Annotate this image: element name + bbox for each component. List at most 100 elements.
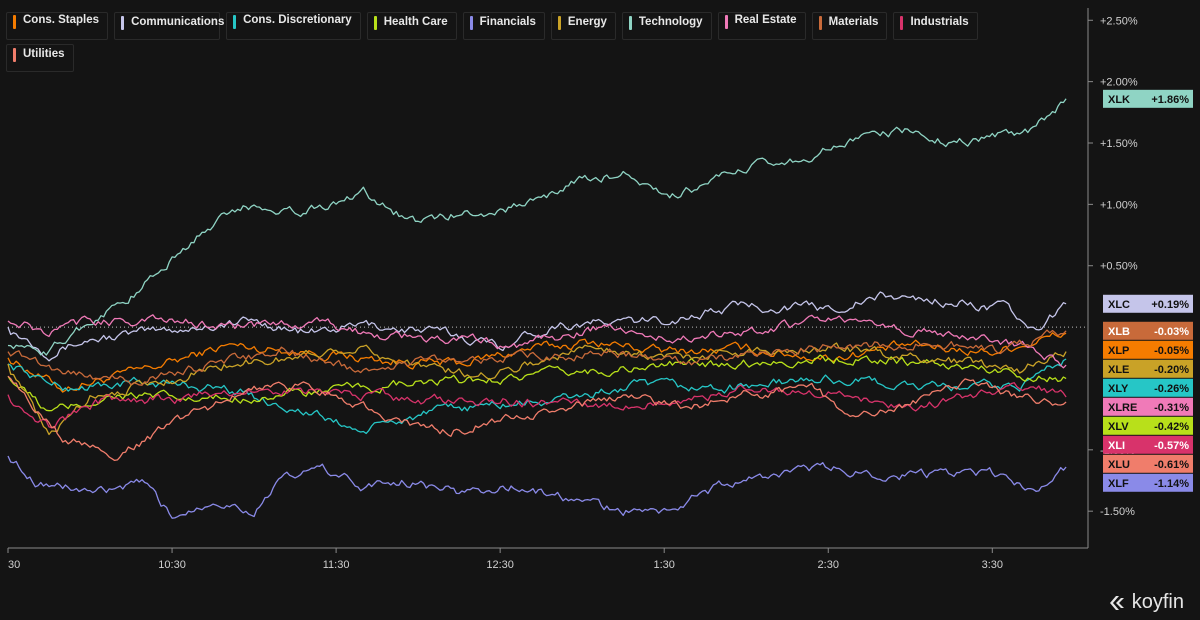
y-tick-label: +2.00% [1100,77,1138,89]
legend-item-xlre[interactable]: Real Estate [717,12,806,40]
legend-item-xli[interactable]: Industrials [893,12,978,40]
value-tag-xly: XLY -0.26% [1103,378,1193,397]
value-tag-bg [1103,294,1193,313]
x-tick-label: 10:30 [158,559,186,571]
value-tag-xlv: XLV -0.42% [1103,416,1193,435]
value-tag-value: -0.31% [1154,402,1189,414]
value-tag-ticker: XLU [1108,459,1130,471]
legend-item-xlf[interactable]: Financials [462,12,545,40]
legend-label: Cons. Discretionary [243,14,352,26]
value-tag-bg [1103,89,1193,108]
value-tag-xlk: XLK +1.86% [1103,89,1193,108]
value-tag-bg [1103,454,1193,473]
legend-item-xlv[interactable]: Health Care [366,12,457,40]
legend-item-xlp[interactable]: Cons. Staples [6,12,109,40]
y-tick-label: +2.50% [1100,15,1138,27]
value-tag-value: -0.20% [1154,364,1189,376]
value-tag-ticker: XLB [1108,326,1130,338]
value-tag-value: -0.03% [1154,326,1189,338]
legend-swatch [900,16,904,30]
value-tag-xlb: XLB -0.03% [1103,321,1193,340]
value-tag-ticker: XLF [1108,478,1129,490]
legend-swatch [724,15,728,29]
series-line-xlre [7,314,1067,369]
legend-item-xlu[interactable]: Utilities [6,44,74,72]
value-tag-value: +1.86% [1151,94,1189,106]
legend-label: Real Estate [734,14,797,26]
value-tag-ticker: XLY [1108,383,1129,395]
koyfin-logo: koyfin [1106,591,1184,614]
legend-label: Energy [567,16,607,28]
series-line-xlk [7,98,1067,356]
y-tick-label: +1.00% [1100,199,1138,211]
legend-item-xly[interactable]: Cons. Discretionary [226,12,361,40]
value-tag-xlu: XLU -0.61% [1103,454,1193,473]
legend-label: Health Care [383,16,448,28]
value-tag-bg [1103,473,1193,492]
value-tag-value: -0.26% [1154,383,1189,395]
value-tag-bg [1103,378,1193,397]
series-line-xlf [7,455,1067,519]
legend-item-xle[interactable]: Energy [550,12,616,40]
value-tag-xlre: XLRE -0.31% [1103,397,1193,416]
series-line-xlp [7,332,1067,393]
legend-label: Technology [638,16,703,28]
legend-label: Industrials [910,16,969,28]
value-tag-xli: XLI -0.57% [1103,435,1193,454]
series-line-xly [7,358,1067,435]
legend-item-xlk[interactable]: Technology [621,12,712,40]
value-tag-ticker: XLI [1108,440,1125,452]
legend-label: Cons. Staples [23,14,100,26]
legend-item-xlb[interactable]: Materials [811,12,888,40]
value-tag-value: -0.05% [1154,345,1189,357]
value-tag-bg [1103,397,1193,416]
legend-swatch [818,16,822,30]
value-tag-value: -0.42% [1154,421,1189,433]
y-tick-label: +1.50% [1100,138,1138,150]
legend-label: Financials [479,16,536,28]
x-tick-label: 3:30 [982,559,1003,571]
value-tag-value: -1.14% [1154,478,1189,490]
legend-swatch [557,16,561,30]
value-tag-bg [1103,435,1193,454]
value-tag-bg [1103,321,1193,340]
legend-swatch [121,16,125,30]
series-line-xlb [7,329,1067,386]
legend: Cons. Staples Communications Cons. Discret… [6,12,1006,72]
legend-label: Materials [828,16,879,28]
value-tag-bg [1103,359,1193,378]
legend-swatch [469,16,473,30]
x-tick-label: 12:30 [486,559,514,571]
y-tick-label: -1.50% [1100,506,1135,518]
x-tick-label: 1:30 [653,559,674,571]
value-tag-xle: XLE -0.20% [1103,359,1193,378]
value-tag-ticker: XLE [1108,364,1129,376]
legend-swatch [233,15,237,29]
value-tag-ticker: XLRE [1108,402,1137,414]
value-tag-bg [1103,416,1193,435]
value-tag-ticker: XLK [1108,94,1130,106]
legend-swatch [13,15,16,29]
value-tag-xlc: XLC +0.19% [1103,294,1193,313]
legend-label: Utilities [23,48,65,60]
value-tag-xlf: XLF -1.14% [1103,473,1193,492]
x-tick-label: 11:30 [323,559,350,571]
koyfin-chevron-icon [1109,595,1124,610]
value-tag-value: +0.19% [1151,299,1189,311]
value-tag-xlp: XLP -0.05% [1103,340,1193,359]
legend-item-xlc[interactable]: Communications [114,12,224,40]
value-tag-bg [1103,340,1193,359]
series-line-xle [7,342,1067,436]
series-line-xli [7,382,1067,429]
legend-swatch [628,16,632,30]
y-tick-label: +0.50% [1100,261,1138,273]
x-tick-label: 30 [8,559,20,571]
value-tag-value: -0.57% [1154,440,1189,452]
value-tag-value: -0.61% [1154,459,1189,471]
value-tag-ticker: XLP [1108,345,1129,357]
series-line-xlu [7,375,1067,462]
legend-swatch [13,48,16,62]
legend-swatch [373,16,377,30]
x-tick-label: 2:30 [818,559,839,571]
